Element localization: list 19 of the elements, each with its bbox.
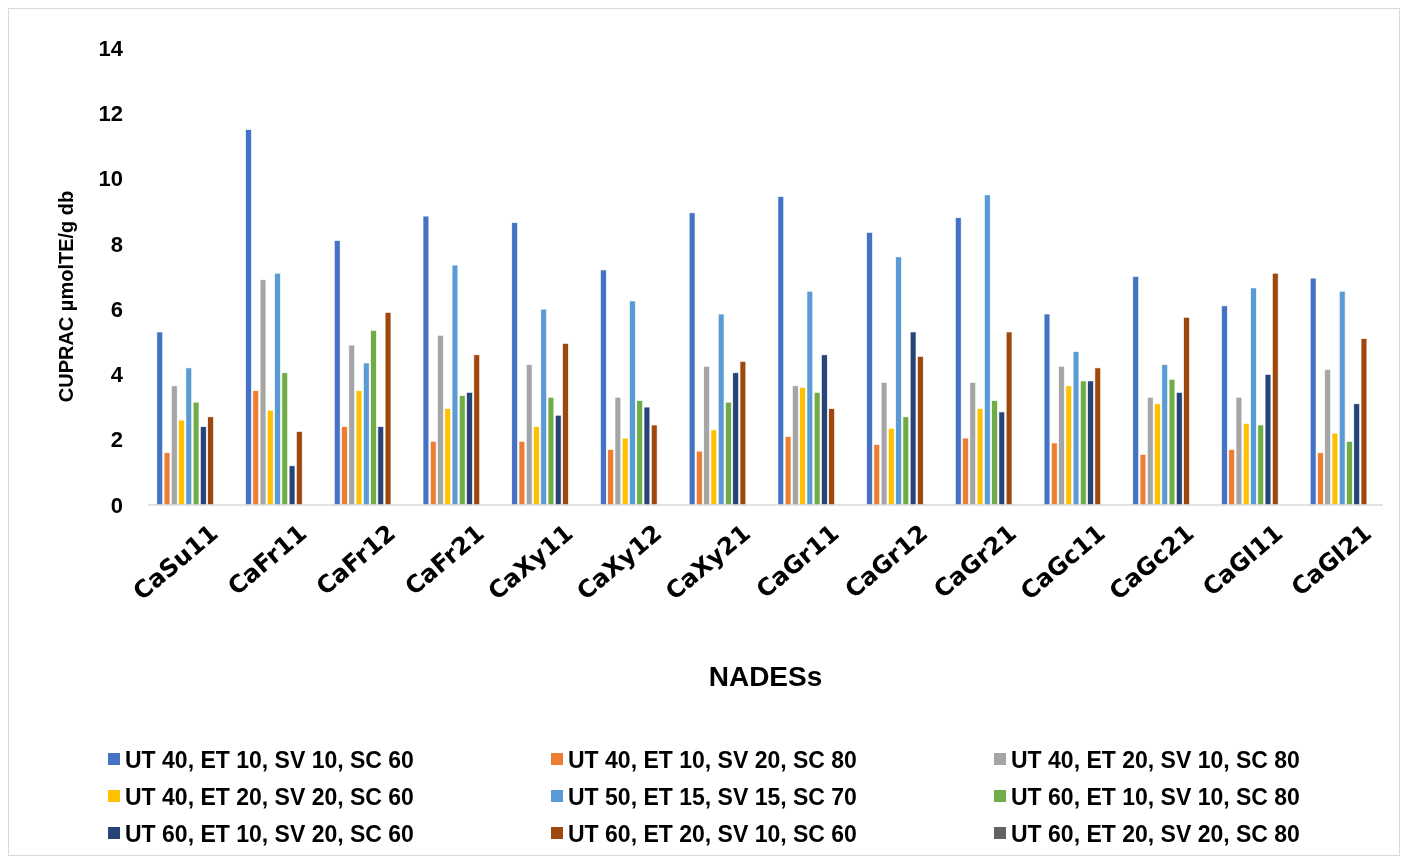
y-tick-label: 0: [110, 492, 123, 518]
y-axis-title: CUPRAC µmolTE/g db: [55, 190, 77, 403]
legend-label: UT 40, ET 10, SV 20, SC 80: [568, 747, 857, 774]
legend-label: UT 60, ET 10, SV 20, SC 60: [125, 821, 414, 848]
legend-label: UT 50, ET 15, SV 15, SC 70: [568, 784, 857, 811]
y-tick-label: 4: [110, 362, 124, 388]
legend-label: UT 40, ET 10, SV 10, SC 60: [125, 747, 414, 774]
y-tick-label: 10: [98, 166, 123, 192]
legend-label: UT 60, ET 20, SV 20, SC 80: [1011, 821, 1300, 848]
legend-label: UT 40, ET 20, SV 20, SC 60: [125, 784, 414, 811]
x-axis-title: NADESs: [708, 661, 823, 692]
legend-label: UT 40, ET 20, SV 10, SC 80: [1011, 747, 1300, 774]
legend-label: UT 60, ET 10, SV 10, SC 80: [1011, 784, 1300, 811]
legend-label: UT 60, ET 20, SV 10, SC 60: [568, 821, 857, 848]
y-tick-label: 8: [110, 231, 123, 257]
y-tick-label: 6: [110, 296, 123, 322]
y-tick-label: 12: [98, 100, 123, 126]
y-tick-label: 14: [98, 35, 124, 61]
y-tick-label: 2: [110, 427, 123, 453]
